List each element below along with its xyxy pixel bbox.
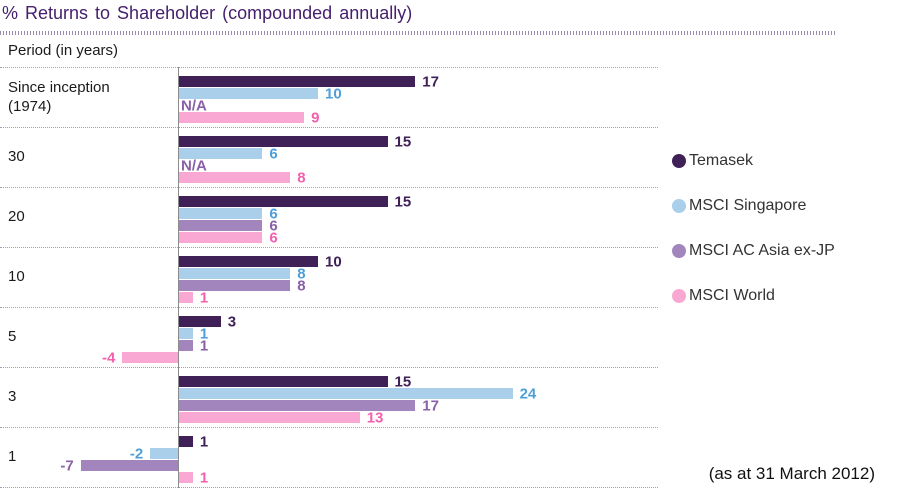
legend-label: Temasek <box>689 152 754 169</box>
legend-item: MSCI AC Asia ex-JP <box>672 242 835 260</box>
bar-msci-world <box>179 412 360 423</box>
footnote: (as at 31 March 2012) <box>708 464 875 483</box>
value-label: 10 <box>325 253 342 270</box>
value-label: 1 <box>199 469 209 486</box>
bar-msci-singapore <box>179 388 513 399</box>
chart-row: 20 15 6 6 6 <box>0 187 658 247</box>
legend-swatch <box>672 244 686 258</box>
value-label: 17 <box>422 397 439 414</box>
legend-item: Temasek <box>672 152 835 170</box>
legend-swatch <box>672 199 686 213</box>
bar-msci-world <box>179 112 305 123</box>
chart-row: 1 1 -2 -7 1 <box>0 427 658 487</box>
chart-legend: Temasek MSCI Singapore MSCI AC Asia ex-JP M… <box>672 152 835 305</box>
row-label: 3 <box>8 388 17 406</box>
bar-temasek <box>179 436 193 447</box>
bar-msci-world <box>179 292 193 303</box>
bar-msci-world <box>179 232 263 243</box>
value-label: 9 <box>311 109 320 126</box>
value-label: -7 <box>60 457 74 474</box>
legend-item: MSCI Singapore <box>672 197 835 215</box>
na-label: N/A <box>181 157 207 174</box>
bar-msci-ac-asia-ex-jp <box>179 340 193 351</box>
bar-msci-ac-asia-ex-jp <box>179 400 416 411</box>
value-label: 6 <box>269 217 278 234</box>
bar-msci-world <box>122 352 178 363</box>
row-label: 5 <box>8 328 17 346</box>
bar-msci-singapore <box>179 208 263 219</box>
row-label: 10 <box>8 268 25 286</box>
bar-msci-ac-asia-ex-jp <box>179 220 263 231</box>
bar-temasek <box>179 256 318 267</box>
na-label: N/A <box>181 97 207 114</box>
bar-chart: Since inception (1974) 17 10 N/A 9 30 15 6 N/A 8 2… <box>0 67 658 488</box>
legend-label: MSCI AC Asia ex-JP <box>689 242 835 259</box>
chart-row: 5 3 1 1 -4 <box>0 307 658 367</box>
bar-msci-singapore <box>150 448 178 459</box>
value-label: 10 <box>325 85 342 102</box>
bar-msci-world <box>179 472 193 483</box>
row-label: 1 <box>8 448 17 466</box>
row-label: 30 <box>8 148 25 166</box>
value-label: 1 <box>199 325 209 342</box>
legend-item: MSCI World <box>672 287 835 305</box>
value-label: 1 <box>199 289 209 306</box>
value-label: 15 <box>394 193 412 210</box>
legend-swatch <box>672 154 686 168</box>
value-label: 6 <box>269 229 278 246</box>
legend-label: MSCI World <box>689 287 775 304</box>
value-label: 8 <box>297 169 306 186</box>
value-label: 6 <box>269 145 278 162</box>
chart-row: Since inception (1974) 17 10 N/A 9 <box>0 67 658 127</box>
chart-row: 3 15 24 17 13 <box>0 367 658 427</box>
period-axis-label: Period (in years) <box>8 42 119 59</box>
bar-msci-ac-asia-ex-jp <box>80 460 178 471</box>
bar-msci-singapore <box>179 148 263 159</box>
chart-row: 30 15 6 N/A 8 <box>0 127 658 187</box>
value-label: 1 <box>199 337 209 354</box>
value-label: 15 <box>394 373 412 390</box>
title-divider <box>0 31 837 35</box>
value-label: 24 <box>519 385 537 402</box>
legend-swatch <box>672 289 686 303</box>
legend-label: MSCI Singapore <box>689 197 807 214</box>
value-label: 8 <box>297 265 306 282</box>
bar-msci-world <box>179 172 291 183</box>
bar-msci-singapore <box>179 328 193 339</box>
bar-temasek <box>179 136 388 147</box>
bar-temasek <box>179 316 221 327</box>
bar-temasek <box>179 196 388 207</box>
bar-msci-singapore <box>179 88 318 99</box>
value-label: 8 <box>297 277 306 294</box>
bar-msci-ac-asia-ex-jp <box>179 280 291 291</box>
bar-msci-singapore <box>179 268 291 279</box>
value-label: -4 <box>102 349 116 366</box>
value-label: -2 <box>129 445 144 462</box>
chart-baseline <box>178 67 179 488</box>
value-label: 15 <box>394 133 412 150</box>
value-label: 13 <box>366 409 384 426</box>
row-label: Since inception (1974) <box>8 78 110 115</box>
bar-temasek <box>179 76 416 87</box>
value-label: 6 <box>269 205 278 222</box>
value-label: 17 <box>422 73 439 90</box>
value-label: 1 <box>199 433 209 450</box>
value-label: 3 <box>227 313 237 330</box>
page-title: % Returns to Shareholder (compounded ann… <box>2 3 413 23</box>
row-label: 20 <box>8 208 25 226</box>
bar-temasek <box>179 376 388 387</box>
chart-row: 10 10 8 8 1 <box>0 247 658 307</box>
